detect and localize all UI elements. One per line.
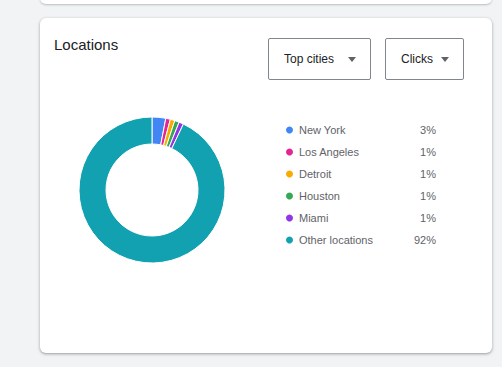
svg-text:Other locations: Other locations (299, 234, 373, 246)
svg-text:Miami: Miami (299, 212, 328, 224)
svg-text:Houston: Houston (299, 190, 340, 202)
html-text:Clicks: Clicks (401, 52, 433, 66)
svg-text:Los Angeles: Los Angeles (299, 146, 359, 158)
svg-text:1%: 1% (420, 212, 436, 224)
html-text:Locations: Locations (54, 36, 119, 53)
svg-text:New York: New York (299, 124, 346, 136)
svg-text:Detroit: Detroit (299, 168, 331, 180)
svg-text:1%: 1% (420, 168, 436, 180)
svg-text:1%: 1% (420, 146, 436, 158)
svg-text:92%: 92% (414, 234, 436, 246)
svg-text:3%: 3% (420, 124, 436, 136)
html-text:Top cities: Top cities (284, 52, 334, 66)
svg-text:1%: 1% (420, 190, 436, 202)
